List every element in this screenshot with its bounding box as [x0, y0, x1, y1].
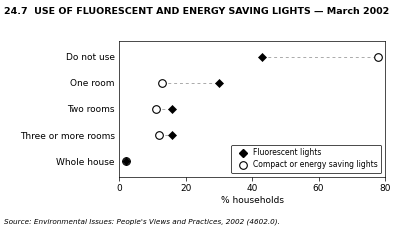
Legend: Fluorescent lights, Compact or energy saving lights: Fluorescent lights, Compact or energy sa… [231, 145, 381, 173]
Text: Source: Environmental Issues: People's Views and Practices, 2002 (4602.0).: Source: Environmental Issues: People's V… [4, 218, 280, 225]
X-axis label: % households: % households [221, 196, 283, 205]
Text: 24.7  USE OF FLUORESCENT AND ENERGY SAVING LIGHTS — March 2002: 24.7 USE OF FLUORESCENT AND ENERGY SAVIN… [4, 7, 389, 16]
